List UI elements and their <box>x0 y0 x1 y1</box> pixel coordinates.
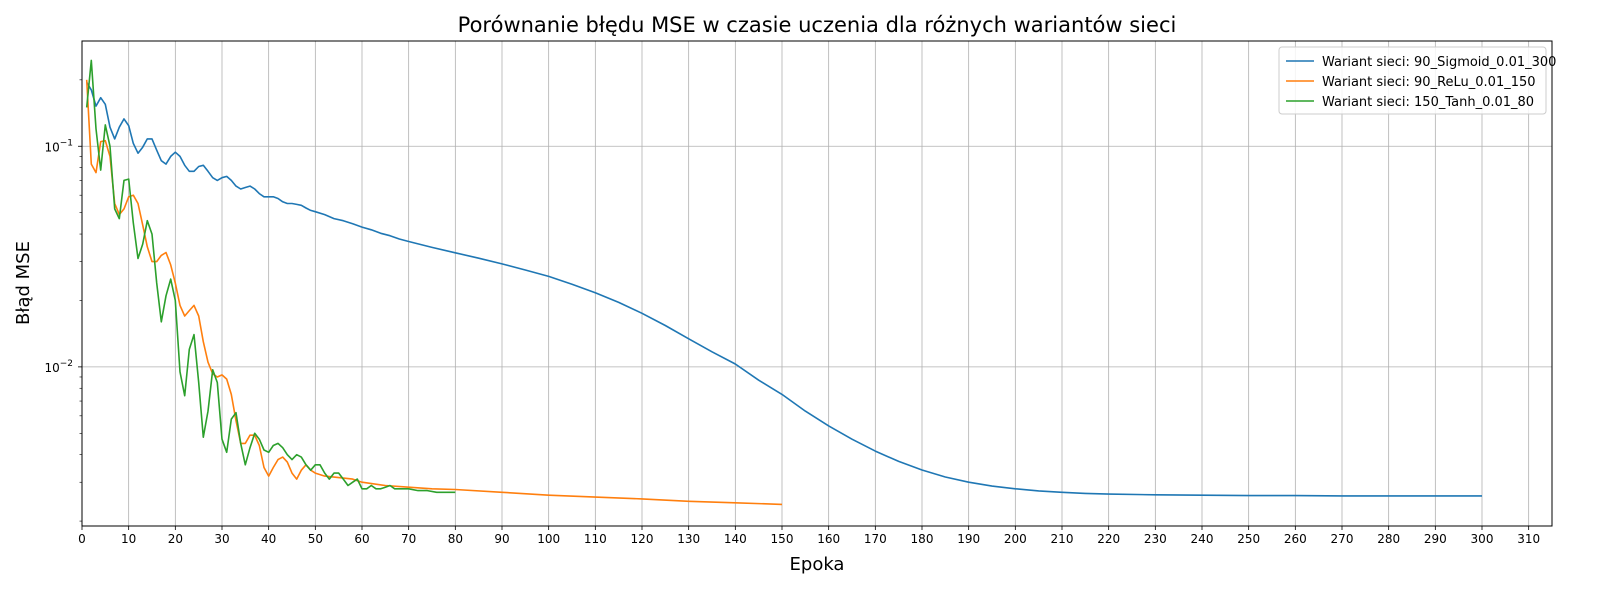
y-axis: 10−210−1 <box>44 79 82 522</box>
legend: Wariant sieci: 90_Sigmoid_0.01_300 Warian… <box>1278 46 1556 115</box>
chart-title: Porównanie błędu MSE w czasie uczenia dl… <box>458 13 1177 37</box>
y-tick-label: 10−2 <box>44 359 73 375</box>
y-tick-exponent: −2 <box>60 359 73 369</box>
x-tick-label: 100 <box>537 532 560 546</box>
series-line <box>86 81 1482 497</box>
y-tick-base: 10 <box>44 361 59 375</box>
legend-box <box>1278 46 1547 115</box>
x-tick-label: 220 <box>1097 532 1120 546</box>
y-axis-label: Błąd MSE <box>13 241 34 325</box>
x-tick-label: 60 <box>354 532 369 546</box>
y-tick-exponent: −1 <box>60 138 73 148</box>
x-axis-label: Epoka <box>790 554 845 575</box>
x-tick-label: 90 <box>494 532 509 546</box>
grid <box>81 41 1552 526</box>
y-tick-base: 10 <box>44 140 59 154</box>
x-tick-label: 50 <box>308 532 323 546</box>
y-tick-label: 10−1 <box>44 138 73 154</box>
x-tick-label: 10 <box>121 532 136 546</box>
x-tick-label: 190 <box>957 532 980 546</box>
x-tick-label: 180 <box>911 532 934 546</box>
plot-frame <box>81 40 1553 527</box>
x-tick-label: 0 <box>78 532 86 546</box>
x-tick-label: 20 <box>168 532 183 546</box>
series-line <box>85 79 783 506</box>
x-tick-label: 250 <box>1237 532 1260 546</box>
x-tick-label: 160 <box>817 532 840 546</box>
x-tick-label: 240 <box>1191 532 1214 546</box>
x-tick-label: 40 <box>261 532 276 546</box>
x-tick-label: 30 <box>214 532 229 546</box>
legend-label: Wariant sieci: 150_Tanh_0.01_80 <box>1322 95 1534 110</box>
x-tick-label: 270 <box>1331 532 1354 546</box>
x-tick-label: 80 <box>448 532 463 546</box>
x-tick-label: 310 <box>1517 532 1540 546</box>
legend-label: Wariant sieci: 90_ReLu_0.01_150 <box>1322 75 1536 90</box>
x-tick-label: 290 <box>1424 532 1447 546</box>
x-tick-label: 280 <box>1377 532 1400 546</box>
legend-label: Wariant sieci: 90_Sigmoid_0.01_300 <box>1322 55 1556 70</box>
x-tick-label: 170 <box>864 532 887 546</box>
series-layer <box>85 59 1482 506</box>
x-axis: 0 10 20 30 40 50 60 70 80 90 100 110 120 130 140 150 160… <box>78 526 1540 546</box>
x-tick-label: 210 <box>1051 532 1074 546</box>
x-tick-label: 130 <box>677 532 700 546</box>
x-tick-label: 110 <box>584 532 607 546</box>
x-tick-label: 230 <box>1144 532 1167 546</box>
x-tick-label: 140 <box>724 532 747 546</box>
x-tick-label: 70 <box>401 532 416 546</box>
series-line <box>85 59 456 494</box>
x-tick-label: 260 <box>1284 532 1307 546</box>
x-tick-label: 150 <box>771 532 794 546</box>
x-tick-label: 120 <box>631 532 654 546</box>
x-tick-label: 300 <box>1471 532 1494 546</box>
x-tick-label: 200 <box>1004 532 1027 546</box>
